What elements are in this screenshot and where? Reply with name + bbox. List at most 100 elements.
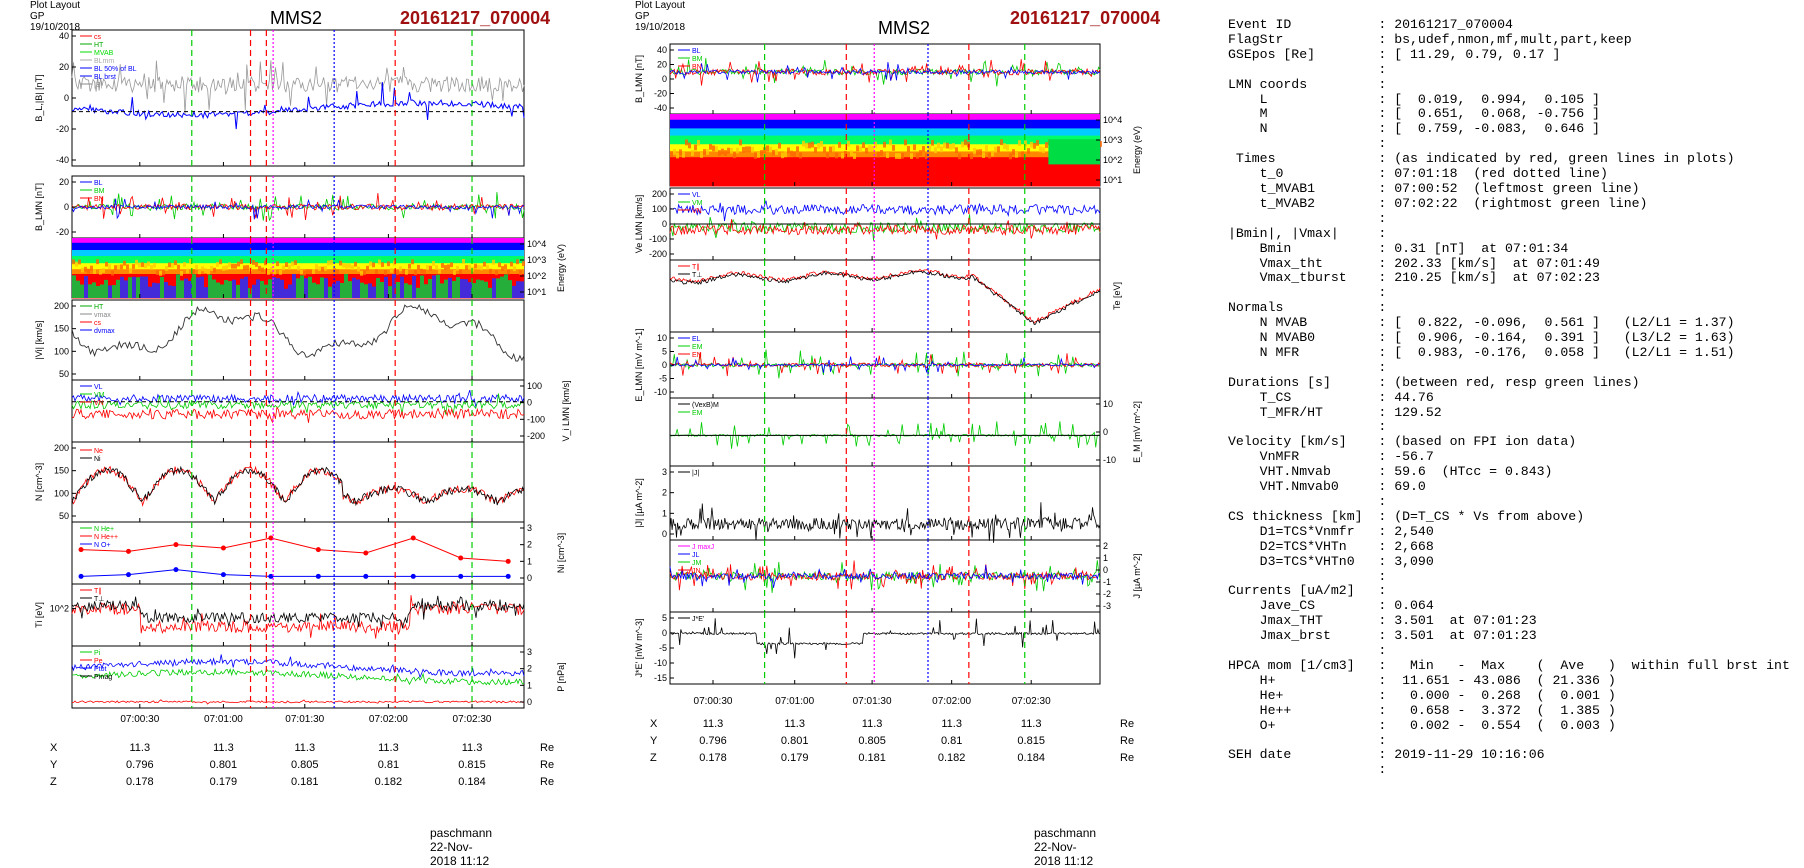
spectrogram-texture (766, 145, 769, 152)
series-BL (71, 198, 525, 220)
spectrogram-texture (366, 265, 369, 271)
spectrogram-texture (285, 262, 288, 267)
y-tick-label: -100 (649, 234, 667, 244)
spectrogram-texture (124, 280, 128, 298)
y-tick-label: 10^4 (527, 239, 546, 249)
y-tick-label: 10^2 (1103, 155, 1122, 165)
coord-value: 0.179 (781, 752, 809, 764)
spectrogram-texture (404, 283, 408, 298)
panel-frame-n (71, 441, 525, 523)
coord-value: 11.3 (213, 742, 234, 754)
spectrogram-texture (453, 270, 456, 275)
spectrogram-texture (255, 262, 258, 267)
spectrogram-texture (1099, 141, 1102, 147)
y-tick-label: -10 (654, 387, 667, 397)
spectrogram-texture (781, 152, 784, 159)
coord-unit: Re (1120, 752, 1134, 764)
spectrogram-texture (877, 151, 880, 158)
legend-entry: MVAB (94, 50, 114, 57)
coord-label: Y (50, 759, 58, 771)
spectrogram-texture (925, 153, 928, 160)
spectrogram-texture (261, 267, 264, 273)
coord-unit: Re (540, 759, 554, 771)
legend-entry: T∥ (94, 587, 102, 595)
layout-header: Plot Layout GP 19/10/2018 (635, 0, 686, 33)
panel-frame-bl (71, 29, 525, 167)
spectrogram-texture (76, 280, 80, 298)
spectrogram-texture (231, 263, 234, 269)
legend-entry: EM (692, 344, 703, 351)
spectrogram-texture (300, 269, 303, 275)
spectrogram-texture (304, 278, 308, 298)
spectrogram-texture (236, 284, 240, 298)
spectrogram-texture (393, 260, 396, 266)
coord-value: 11.3 (378, 742, 399, 754)
spectrogram-texture (802, 140, 805, 147)
spectrogram-texture (504, 264, 507, 270)
spectrogram-texture (212, 279, 216, 298)
panel-frame-ni (71, 521, 525, 585)
spectrogram-texture (368, 283, 372, 298)
spectrogram-texture (198, 269, 201, 275)
spectrogram-texture (339, 260, 342, 266)
spectrogram-texture (1009, 153, 1012, 160)
coord-unit: Re (540, 776, 554, 788)
spectrogram-band (72, 238, 524, 244)
spectrogram-texture (516, 281, 520, 298)
legend-entry: N O+ (94, 542, 111, 549)
spectrogram-texture (352, 277, 356, 298)
spectrogram-texture (126, 264, 129, 270)
spectrogram-texture (276, 278, 280, 298)
spectrogram-texture (472, 283, 476, 298)
spectrogram-texture (176, 274, 180, 298)
coord-value: 11.3 (862, 718, 883, 730)
spectrogram-texture (832, 145, 835, 152)
spectrogram-texture (500, 276, 504, 298)
y-tick-label: 0 (527, 697, 532, 707)
info-line: VHT.Nmvab0 : 69.0 (1228, 479, 1426, 495)
info-line: Event ID : 20161217_070004 (1228, 17, 1513, 32)
spectrogram-texture (501, 266, 504, 271)
spectrogram-texture (898, 153, 901, 160)
spectrogram-texture (402, 268, 405, 274)
spectrogram-texture (745, 146, 748, 153)
spectrogram-texture (177, 264, 180, 270)
spectrogram-texture (348, 263, 351, 269)
info-line: He++ : 0.658 - 3.372 ( 1.385 ) (1228, 702, 1616, 718)
info-line: GSEpos [Re] : [ 11.29, 0.79, 0.17 ] (1228, 46, 1561, 62)
spectrogram-texture (408, 284, 412, 298)
legend-entry: VM (94, 392, 105, 399)
info-line: Jave_CS : 0.064 (1228, 598, 1434, 614)
x-tick-label: 07:00:30 (120, 714, 159, 725)
info-line: : (1228, 762, 1387, 778)
spectrogram-texture (429, 265, 432, 271)
legend-entry: T⊥ (94, 596, 104, 603)
info-line: CS thickness [km] : (D=T_CS * Vs from ab… (1228, 508, 1585, 524)
spectrogram-texture (243, 265, 246, 271)
spectrogram-texture (468, 264, 471, 270)
series-BN (669, 59, 1101, 86)
y-tick-label: -40 (654, 103, 667, 113)
spectrogram-texture (1042, 147, 1045, 154)
spectrogram-texture (117, 264, 120, 270)
spectrogram-texture (354, 261, 357, 267)
spectrogram-texture (468, 282, 472, 298)
legend-entry: VN (692, 208, 702, 215)
spectrogram-texture (96, 259, 99, 265)
info-line: D3=TCS*VHTn0 : 3,090 (1228, 553, 1434, 569)
y-tick-label: 100 (54, 346, 69, 356)
spectrogram-texture (460, 278, 464, 298)
panel-frame-je (669, 611, 1101, 685)
spectrogram-texture (72, 259, 75, 265)
info-line: SEH date : 2019-11-29 10:16:06 (1228, 747, 1545, 763)
spectrogram-texture (392, 274, 396, 298)
spectrogram-texture (1030, 141, 1033, 148)
spectrogram-texture (320, 277, 324, 298)
coord-value: 0.805 (858, 735, 886, 747)
spectrogram-texture (273, 269, 276, 275)
spectrogram-texture (80, 284, 84, 298)
info-line: He+ : 0.000 - 0.268 ( 0.001 ) (1228, 687, 1616, 703)
y-tick-label: 100 (54, 488, 69, 498)
spectrogram-texture (208, 274, 212, 298)
